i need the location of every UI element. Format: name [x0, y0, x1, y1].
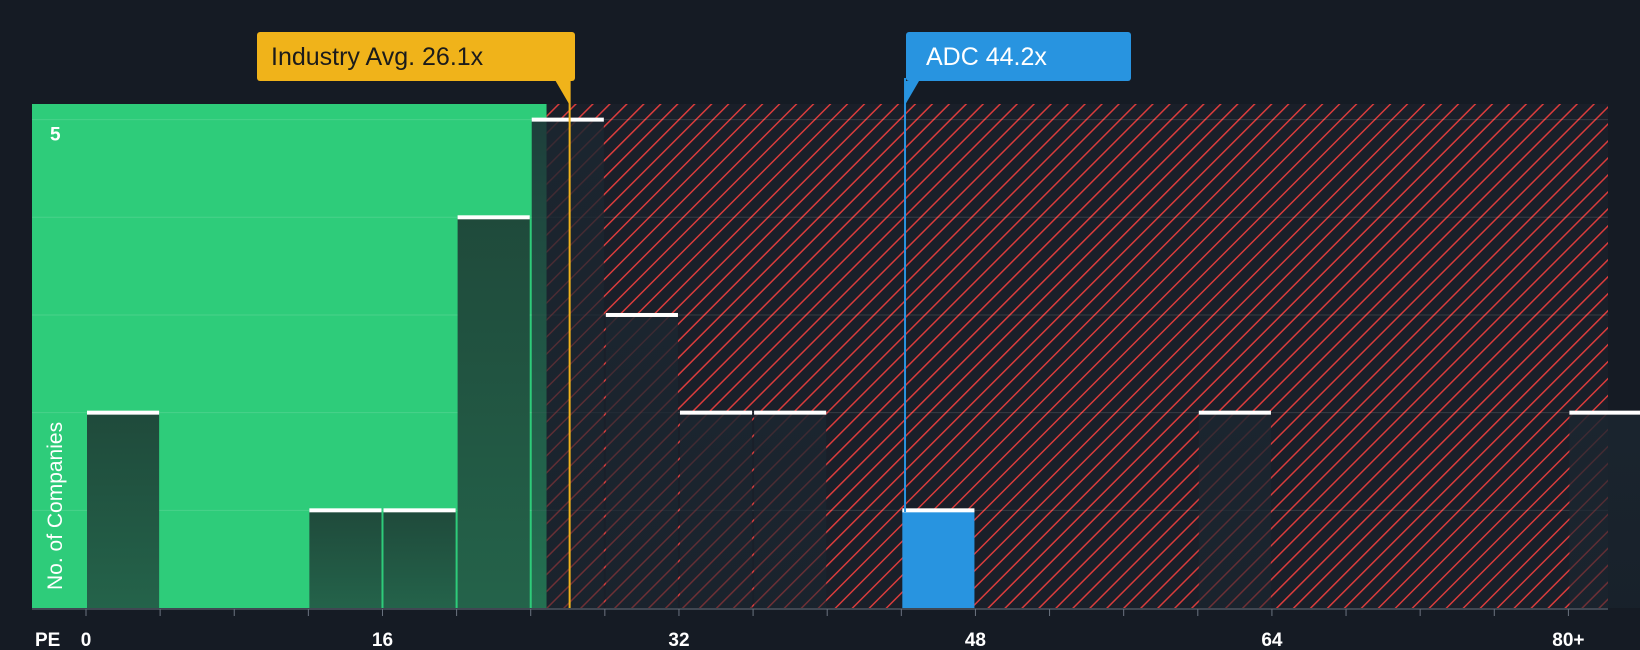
industry-avg-pointer [555, 81, 570, 105]
histogram-bar [679, 412, 753, 608]
x-tick-label: 16 [372, 630, 393, 650]
x-axis-label: PE [35, 630, 60, 650]
histogram-bar [1569, 412, 1640, 608]
y-axis-label: No. of Companies [44, 422, 67, 590]
industry-avg-label: Industry Avg. 26.1x [271, 43, 484, 71]
bar-cap [457, 215, 530, 220]
bar-cap [383, 508, 456, 513]
x-tick-label: 80+ [1552, 630, 1584, 650]
histogram-bar [531, 119, 604, 609]
bar-cap [902, 508, 975, 513]
histogram-bar [309, 510, 382, 608]
bar-cap [87, 410, 160, 415]
histogram-bar [754, 412, 827, 608]
axes: 0 16 32 48 64 80+ PE 5 No. of Companies [32, 125, 1608, 650]
reference-lines [568, 78, 907, 608]
bar-cap [754, 410, 827, 415]
company-pe-label: ADC 44.2x [926, 43, 1047, 71]
x-tick-label: 32 [668, 630, 689, 650]
bar-cap [1569, 410, 1640, 415]
histogram-bar [383, 510, 456, 608]
industry-avg-callout [257, 32, 575, 81]
bar-cap [679, 410, 753, 415]
histogram-bar [605, 314, 678, 608]
callouts: Industry Avg. 26.1x ADC 44.2x [257, 32, 1131, 105]
company-pe-callout [906, 32, 1131, 81]
histogram-bar [87, 412, 160, 608]
x-tick-label: 0 [81, 630, 92, 650]
company-pe-pointer [905, 81, 920, 105]
bar-cap [309, 508, 382, 513]
x-tick-label: 64 [1261, 630, 1283, 650]
x-tick-label: 48 [965, 630, 986, 650]
bar-cap [1198, 410, 1271, 415]
bars [87, 117, 1640, 609]
histogram-bar [1198, 412, 1271, 608]
histogram-bar [457, 217, 530, 609]
highlight-bar [902, 510, 975, 608]
y-tick-label: 5 [50, 125, 61, 146]
bar-cap [531, 117, 604, 122]
bar-cap [605, 312, 678, 317]
